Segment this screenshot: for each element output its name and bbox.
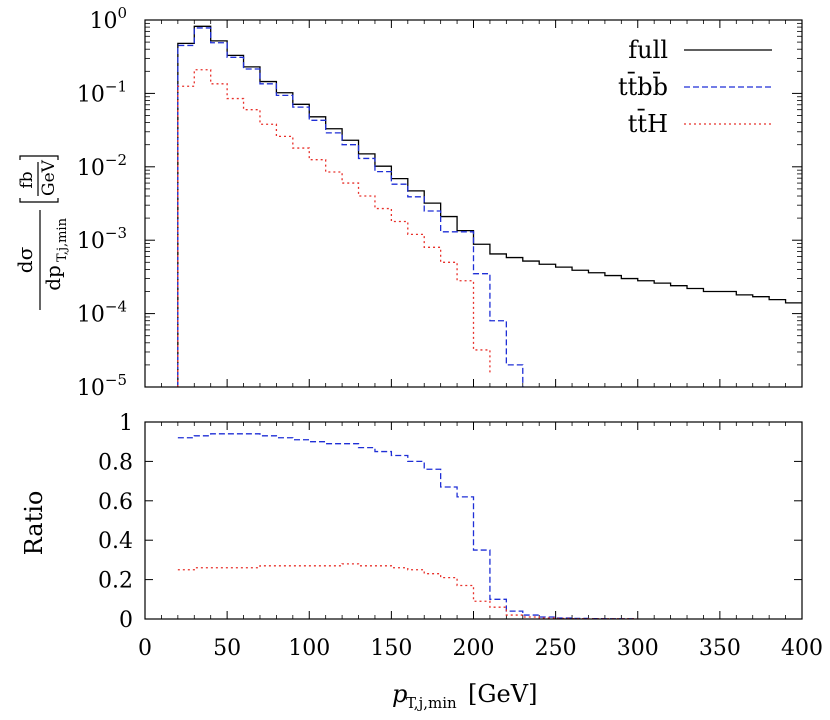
bottom-xtick-label-8: 400: [781, 636, 823, 661]
top-series-tth: [177, 69, 491, 387]
legend-label-0: full: [628, 36, 668, 64]
bottom-xtick-label-0: 0: [138, 636, 152, 661]
xlabel-sub: T,j,min: [406, 694, 457, 712]
ylabel-numerator: dσ: [13, 246, 37, 273]
bottom-xtick-label-3: 150: [370, 636, 412, 661]
top-ytick-label-1: 10−1: [77, 77, 127, 107]
bottom-xtick-label-6: 300: [617, 636, 659, 661]
top-ytick-label-4: 10−4: [77, 298, 127, 328]
bottom-frame: [144, 421, 803, 620]
top-panel: 100 10−1 10−2 10−3 10−4 10−5: [77, 4, 803, 401]
bottom-ytick-label-3: 0.6: [98, 490, 133, 515]
bottom-ytick-label-5: 1: [119, 411, 133, 436]
legend-label-1: tt̄bb̄: [618, 72, 668, 101]
bottom-ylabel: Ratio: [20, 491, 48, 556]
top-series-ttbb: [177, 27, 524, 387]
legend-label-2: tt̄H: [628, 109, 668, 138]
bottom-ytick-label-1: 0.2: [98, 569, 133, 594]
xlabel: p T,j,min [GeV]: [392, 680, 537, 712]
bottom-xtick-label-4: 200: [453, 636, 495, 661]
ylabel-denominator-prefix: dp: [41, 265, 65, 291]
ylabel-unit-brackets: [19, 155, 59, 203]
top-ytick-label-2: 10−2: [77, 151, 127, 181]
axis-labels: dσ dp T,j,min fb GeV Ratio p T,j,min [Ge…: [13, 155, 537, 712]
bottom-ytick-label-2: 0.4: [98, 529, 133, 554]
bottom-xtick-label-2: 100: [288, 636, 330, 661]
top-frame: [144, 19, 803, 388]
bottom-xtick-label-5: 250: [535, 636, 577, 661]
top-ytick-label-3: 10−3: [77, 224, 127, 254]
bottom-xtick-label-7: 350: [699, 636, 741, 661]
top-series-full: [177, 25, 802, 387]
top-ytick-label-5: 10−5: [77, 371, 127, 401]
legend: full tt̄bb̄ tt̄H: [618, 36, 772, 138]
xlabel-prefix: p: [392, 680, 407, 708]
ylabel-unit-denominator: GeV: [39, 159, 59, 196]
top-ytick-label-0: 100: [89, 4, 127, 34]
top-ylabel: dσ dp T,j,min fb GeV: [13, 155, 70, 310]
ylabel-denominator-sub: T,j,min: [55, 217, 70, 262]
bottom-ytick-label-4: 0.8: [98, 450, 133, 475]
bottom-xtick-label-1: 50: [213, 636, 241, 661]
bottom-series-tth: [177, 563, 638, 620]
ylabel-unit-numerator: fb: [17, 171, 37, 188]
bottom-panel: 0 50 100 150 200 250 300 350 400 0 0.2 0.4 0.6 0.8 1: [98, 411, 823, 661]
xlabel-unit: [GeV]: [468, 680, 537, 708]
bottom-series-ttbb: [177, 433, 638, 620]
bottom-ytick-label-0: 0: [119, 608, 133, 633]
